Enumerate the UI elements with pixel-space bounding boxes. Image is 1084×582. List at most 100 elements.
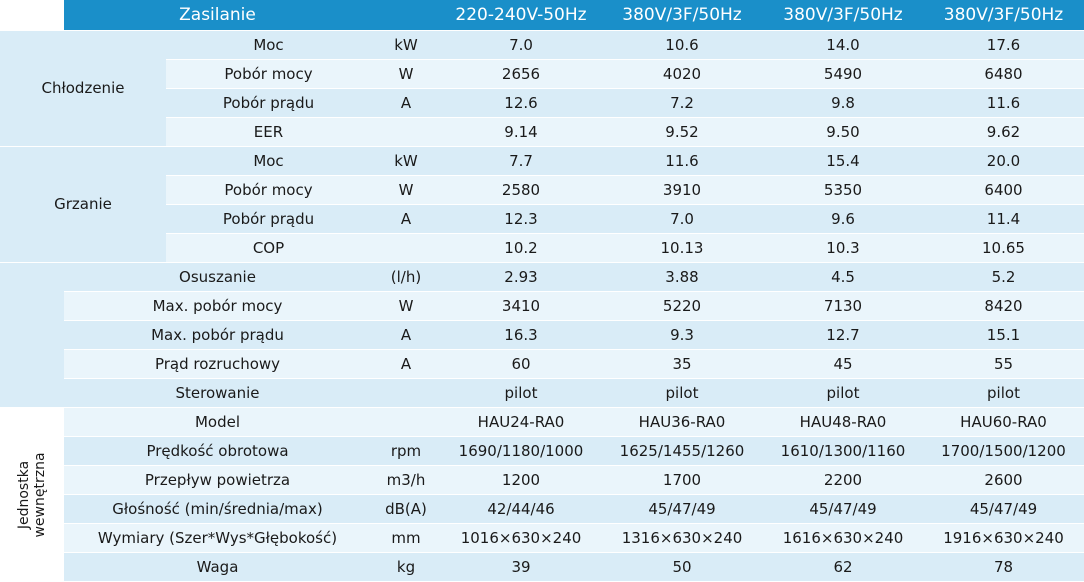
param-label: Moc (166, 31, 371, 60)
value-cell: 62 (763, 553, 923, 582)
value-cell: 7.7 (441, 147, 601, 176)
value-cell: 2200 (763, 466, 923, 495)
table-row: EER 9.14 9.52 9.50 9.62 (0, 118, 1084, 147)
value-cell: 10.65 (923, 234, 1084, 263)
unit-label: dB(A) (371, 495, 441, 524)
value-cell: 2580 (441, 176, 601, 205)
value-cell: 7.2 (601, 89, 763, 118)
table-row: Przepływ powietrza m3/h 1200 1700 2200 2600 (0, 466, 1084, 495)
unit-label: kg (371, 553, 441, 582)
unit-label: kW (371, 147, 441, 176)
value-cell: 10.6 (601, 31, 763, 60)
power-spec-4: 380V/3F/50Hz (923, 0, 1084, 31)
param-label: Max. pobór prądu (64, 321, 371, 350)
table-body: Chłodzenie Moc kW 7.0 10.6 14.0 17.6 Pobór mocy… (0, 31, 1084, 582)
value-cell: 45/47/49 (601, 495, 763, 524)
value-cell: 55 (923, 350, 1084, 379)
unit-label (371, 408, 441, 437)
indoor-group-label-line1: Jednostka (15, 460, 32, 529)
value-cell: 4.5 (763, 263, 923, 292)
unit-label: A (371, 205, 441, 234)
power-spec-3: 380V/3F/50Hz (763, 0, 923, 31)
value-cell: 1625/1455/1260 (601, 437, 763, 466)
param-label: COP (166, 234, 371, 263)
value-cell: 12.7 (763, 321, 923, 350)
value-cell: 1916×630×240 (923, 524, 1084, 553)
table-row: Pobór mocy W 2656 4020 5490 6480 (0, 60, 1084, 89)
value-cell: 5220 (601, 292, 763, 321)
value-cell: 9.6 (763, 205, 923, 234)
unit-label: W (371, 292, 441, 321)
header-row: Zasilanie 220-240V-50Hz 380V/3F/50Hz 380… (0, 0, 1084, 31)
header-corner (0, 0, 64, 31)
value-cell: 9.62 (923, 118, 1084, 147)
power-spec-1: 220-240V-50Hz (441, 0, 601, 31)
value-cell: 16.3 (441, 321, 601, 350)
value-cell: 9.8 (763, 89, 923, 118)
value-cell: 3.88 (601, 263, 763, 292)
value-cell: HAU60-RA0 (923, 408, 1084, 437)
indoor-group-label: Jednostka wewnętrzna (16, 452, 48, 537)
value-cell: 78 (923, 553, 1084, 582)
general-spacer (0, 263, 64, 408)
table-row: Chłodzenie Moc kW 7.0 10.6 14.0 17.6 (0, 31, 1084, 147)
value-cell: 15.1 (923, 321, 1084, 350)
table-row: Pobór prądu A 12.6 7.2 9.8 11.6 (0, 89, 1084, 118)
param-label: Sterowanie (64, 379, 371, 408)
table-row: Prąd rozruchowy A 60 35 45 55 (0, 350, 1084, 379)
value-cell: 2656 (441, 60, 601, 89)
unit-label: W (371, 176, 441, 205)
param-label: Wymiary (Szer*Wys*Głębokość) (64, 524, 371, 553)
value-cell: 1690/1180/1000 (441, 437, 601, 466)
unit-label: mm (371, 524, 441, 553)
value-cell: 9.52 (601, 118, 763, 147)
indoor-group-label-line2: wewnętrzna (32, 451, 48, 538)
param-label: Waga (64, 553, 371, 582)
unit-label: A (371, 89, 441, 118)
table-row: Pobór mocy W 2580 3910 5350 6400 (0, 176, 1084, 205)
value-cell: 7130 (763, 292, 923, 321)
value-cell: 10.3 (763, 234, 923, 263)
table-row: Osuszanie (l/h) 2.93 3.88 4.5 5.2 (0, 263, 1084, 408)
param-label: Max. pobór mocy (64, 292, 371, 321)
value-cell: 11.6 (601, 147, 763, 176)
value-cell: 1316×630×240 (601, 524, 763, 553)
unit-label: kW (371, 31, 441, 60)
value-cell: 45 (763, 350, 923, 379)
unit-label: rpm (371, 437, 441, 466)
unit-label: m3/h (371, 466, 441, 495)
table-row: Max. pobór prądu A 16.3 9.3 12.7 15.1 (0, 321, 1084, 350)
param-label: Przepływ powietrza (64, 466, 371, 495)
value-cell: 1016×630×240 (441, 524, 601, 553)
table-row: Grzanie Moc kW 7.7 11.6 15.4 20.0 (0, 147, 1084, 263)
value-cell: pilot (441, 379, 601, 408)
value-cell: 12.3 (441, 205, 601, 234)
table-row: Waga kg 39 50 62 78 (0, 553, 1084, 582)
param-label: Model (64, 408, 371, 437)
power-spec-2: 380V/3F/50Hz (601, 0, 763, 31)
value-cell: HAU24-RA0 (441, 408, 601, 437)
value-cell: 9.3 (601, 321, 763, 350)
value-cell: 20.0 (923, 147, 1084, 176)
value-cell: 4020 (601, 60, 763, 89)
value-cell: 5.2 (923, 263, 1084, 292)
value-cell: 7.0 (441, 31, 601, 60)
param-label: Głośność (min/średnia/max) (64, 495, 371, 524)
param-label: Prędkość obrotowa (64, 437, 371, 466)
param-label: Prąd rozruchowy (64, 350, 371, 379)
value-cell: 11.4 (923, 205, 1084, 234)
value-cell: HAU36-RA0 (601, 408, 763, 437)
table-row: Głośność (min/średnia/max) dB(A) 42/44/46 4… (0, 495, 1084, 524)
table-row: Prędkość obrotowa rpm 1690/1180/1000 1625/1… (0, 437, 1084, 466)
indoor-group-cell: Jednostka wewnętrzna (0, 408, 64, 582)
value-cell: 3410 (441, 292, 601, 321)
header-unit-cell (371, 0, 441, 31)
value-cell: 3910 (601, 176, 763, 205)
value-cell: 45/47/49 (763, 495, 923, 524)
unit-label: W (371, 60, 441, 89)
value-cell: 11.6 (923, 89, 1084, 118)
value-cell: 1616×630×240 (763, 524, 923, 553)
value-cell: 35 (601, 350, 763, 379)
